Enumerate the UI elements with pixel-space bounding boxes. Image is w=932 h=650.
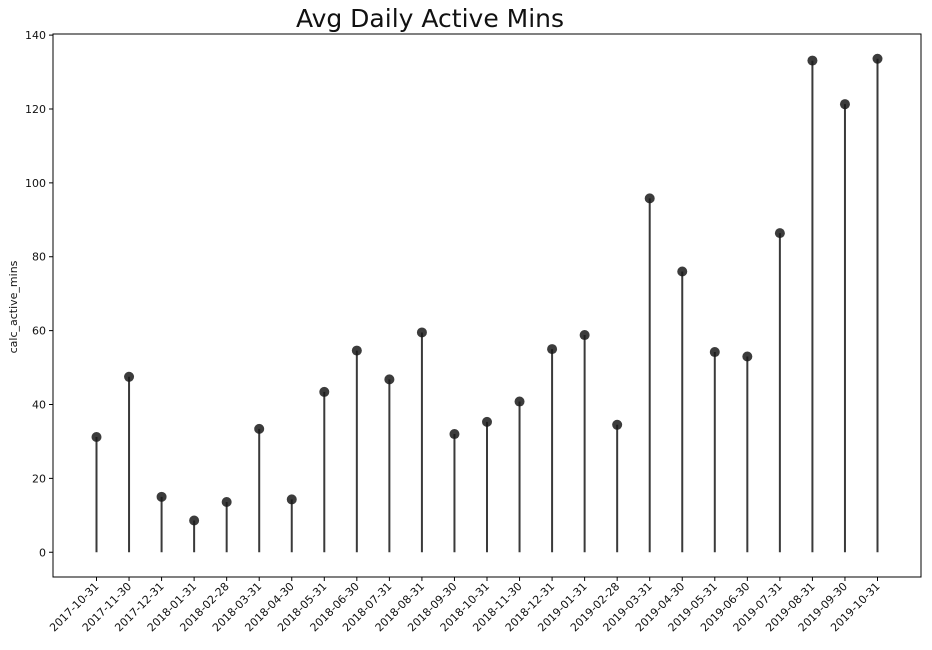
- lollipop-marker: [254, 423, 265, 434]
- lollipop-marker: [872, 53, 883, 64]
- x-axis-ticks: 2017-10-312017-11-302017-12-312018-01-31…: [47, 577, 883, 634]
- y-tick-label: 0: [39, 546, 46, 559]
- lollipop-marker: [612, 419, 623, 430]
- lollipop-marker: [644, 193, 655, 204]
- lollipop-marker: [839, 99, 850, 110]
- y-tick-label: 80: [32, 251, 46, 264]
- y-tick-label: 140: [25, 29, 46, 42]
- y-axis-label: calc_active_mins: [7, 260, 20, 353]
- lollipop-marker: [286, 494, 297, 505]
- lollipop-marker: [124, 371, 135, 382]
- lollipop-marker: [384, 374, 395, 385]
- lollipop-marker: [156, 491, 167, 502]
- y-tick-label: 20: [32, 472, 46, 485]
- y-tick-label: 60: [32, 325, 46, 338]
- lollipop-marker: [221, 497, 232, 508]
- lollipop-stems: [95, 58, 879, 553]
- lollipop-marker: [709, 347, 720, 358]
- lollipop-marker: [807, 55, 818, 66]
- lollipop-marker: [579, 330, 590, 341]
- lollipop-marker: [677, 266, 688, 277]
- lollipop-marker: [91, 432, 102, 443]
- lollipop-marker: [514, 396, 525, 407]
- lollipop-marker: [319, 386, 330, 397]
- lollipop-marker: [482, 416, 492, 427]
- lollipop-marker: [351, 345, 362, 356]
- y-tick-label: 120: [25, 103, 46, 116]
- lollipop-marker: [449, 429, 460, 440]
- lollipop-marker: [547, 344, 558, 355]
- lollipop-marker: [189, 515, 200, 526]
- y-tick-label: 40: [32, 398, 46, 411]
- lollipop-marker: [416, 327, 427, 338]
- y-axis-ticks: 0 20 40 60 80 100 120 140: [25, 29, 53, 559]
- lollipop-marker: [774, 228, 785, 239]
- lollipop-markers: [91, 53, 883, 526]
- chart-title: Avg Daily Active Mins: [296, 4, 564, 33]
- y-tick-label: 100: [25, 177, 46, 190]
- lollipop-marker: [742, 351, 753, 362]
